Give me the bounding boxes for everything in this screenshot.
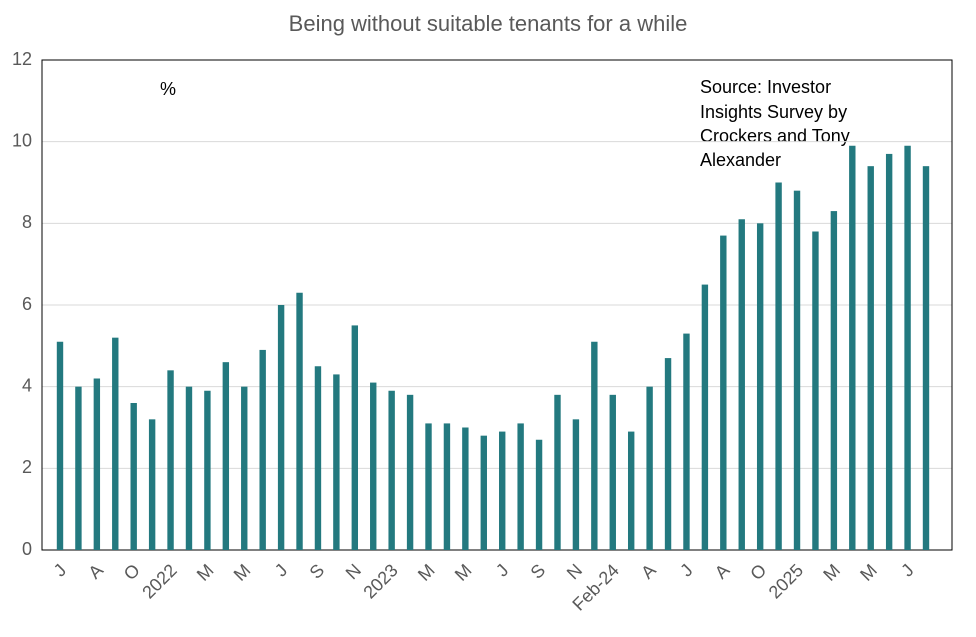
bar xyxy=(664,358,672,550)
bar xyxy=(885,153,893,550)
bar xyxy=(646,386,653,550)
x-tick-label: N xyxy=(563,560,586,583)
x-tick-label: M xyxy=(819,560,844,585)
x-tick-label: M xyxy=(414,560,439,585)
bar xyxy=(443,423,451,550)
bar xyxy=(388,390,395,550)
bar xyxy=(75,386,82,550)
x-tick-label: M xyxy=(856,560,881,585)
bar xyxy=(720,235,727,551)
bar xyxy=(535,439,543,550)
y-tick-label: 10 xyxy=(12,130,32,150)
bar xyxy=(296,292,303,550)
bar xyxy=(406,394,414,550)
x-tick-label: J xyxy=(897,560,918,581)
x-tick-label: M xyxy=(230,560,255,585)
y-tick-label: 4 xyxy=(22,375,32,395)
y-tick-label: 6 xyxy=(22,294,32,314)
bar xyxy=(609,394,616,550)
x-tick-label: 2022 xyxy=(138,560,180,602)
bar xyxy=(93,378,101,550)
x-tick-label: 2023 xyxy=(359,560,401,602)
bar xyxy=(185,386,193,550)
y-tick-label: 8 xyxy=(22,212,32,232)
x-tick-label: J xyxy=(271,560,292,581)
bar xyxy=(572,419,580,550)
bar xyxy=(627,431,635,550)
bar xyxy=(130,403,137,550)
x-tick-label: A xyxy=(711,560,734,583)
x-tick-label: A xyxy=(637,560,660,583)
bar xyxy=(56,341,64,550)
bar xyxy=(480,435,487,550)
bar xyxy=(554,394,561,550)
bar xyxy=(333,374,340,550)
bar xyxy=(922,166,930,550)
y-tick-label: 2 xyxy=(22,457,32,477)
bar xyxy=(222,362,230,550)
bar xyxy=(830,211,838,551)
bar xyxy=(738,219,745,550)
bar xyxy=(167,370,174,550)
bar xyxy=(591,341,598,550)
bar xyxy=(701,284,709,550)
y-tick-label: 0 xyxy=(22,539,32,559)
bar xyxy=(425,423,432,550)
x-tick-label: S xyxy=(527,560,550,583)
source-line: Alexander xyxy=(700,150,781,170)
bar xyxy=(314,366,322,550)
bar xyxy=(683,333,690,550)
plot-frame xyxy=(41,59,953,551)
bar xyxy=(867,166,874,550)
bar xyxy=(370,382,377,550)
bar xyxy=(204,390,211,550)
source-line: Insights Survey by xyxy=(700,102,847,122)
bar xyxy=(462,427,469,550)
x-tick-label: J xyxy=(492,560,513,581)
x-tick-label: S xyxy=(306,560,329,583)
x-tick-label: J xyxy=(50,560,71,581)
x-tick-label: A xyxy=(84,560,107,583)
bar xyxy=(351,325,359,550)
x-tick-label: J xyxy=(676,560,697,581)
bar xyxy=(793,190,801,550)
bar xyxy=(241,386,248,550)
x-tick-label: N xyxy=(342,560,365,583)
bar xyxy=(148,419,156,550)
x-tick-label: M xyxy=(451,560,476,585)
x-tick-label: M xyxy=(193,560,218,585)
bar xyxy=(775,182,782,550)
x-tick-label: 2025 xyxy=(765,560,807,602)
x-tick-label: O xyxy=(746,560,770,584)
bar xyxy=(517,423,524,550)
bar xyxy=(259,349,266,550)
chart-title: Being without suitable tenants for a whi… xyxy=(289,11,688,36)
x-tick-label: O xyxy=(120,560,144,584)
bar xyxy=(904,145,911,550)
bar xyxy=(112,337,119,550)
bar xyxy=(499,431,506,550)
y-tick-label: 12 xyxy=(12,49,32,69)
annotation: % xyxy=(160,79,176,99)
bar xyxy=(756,223,764,551)
source-line: Source: Investor xyxy=(700,77,831,97)
source-line: Crockers and Tony xyxy=(700,126,850,146)
bar xyxy=(849,145,856,550)
bar xyxy=(277,305,285,550)
bar xyxy=(812,231,819,550)
